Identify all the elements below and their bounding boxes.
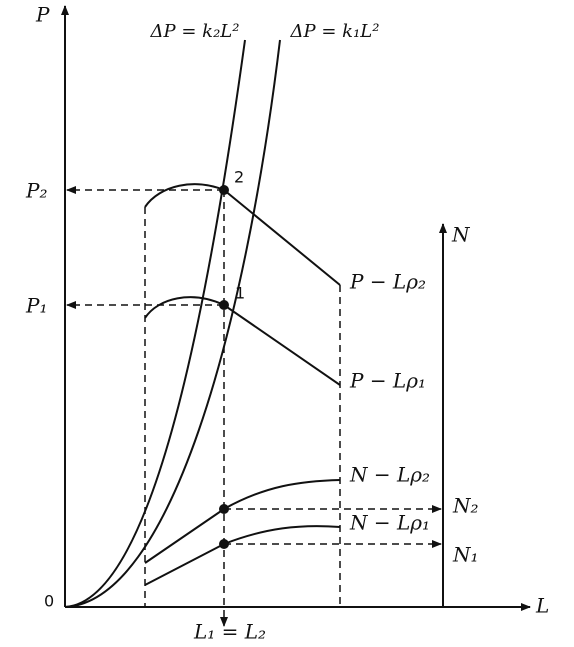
point-label: 2 (234, 168, 244, 187)
axis-label: L (535, 594, 549, 618)
point (219, 504, 229, 514)
level-label: P₂ (25, 179, 47, 203)
curve-label: P − Lρ₂ (349, 270, 426, 294)
level-label: L₁ = L₂ (193, 620, 266, 644)
curve-label: N − Lρ₁ (349, 511, 430, 535)
point (219, 539, 229, 549)
origin-label: 0 (44, 592, 54, 611)
curve-k1 (64, 39, 281, 608)
curve-n-rho2 (144, 479, 341, 564)
curve-label: ΔP = k₂L² (150, 21, 240, 42)
level-label: N₂ (452, 494, 479, 518)
level-label: N₁ (452, 543, 479, 567)
point (219, 300, 229, 310)
curve-n-rho1 (144, 525, 341, 586)
axis-label: P (35, 3, 50, 27)
curve-p-rho1 (144, 296, 341, 386)
curve-k2 (64, 39, 246, 608)
point-label: 1 (235, 284, 245, 303)
point (219, 185, 229, 195)
curve-label: P − Lρ₁ (349, 369, 426, 393)
level-label: P₁ (25, 294, 47, 318)
axis-label: N (451, 223, 471, 247)
curve-label: N − Lρ₂ (349, 463, 430, 487)
curve-label: ΔP = k₁L² (290, 21, 380, 42)
